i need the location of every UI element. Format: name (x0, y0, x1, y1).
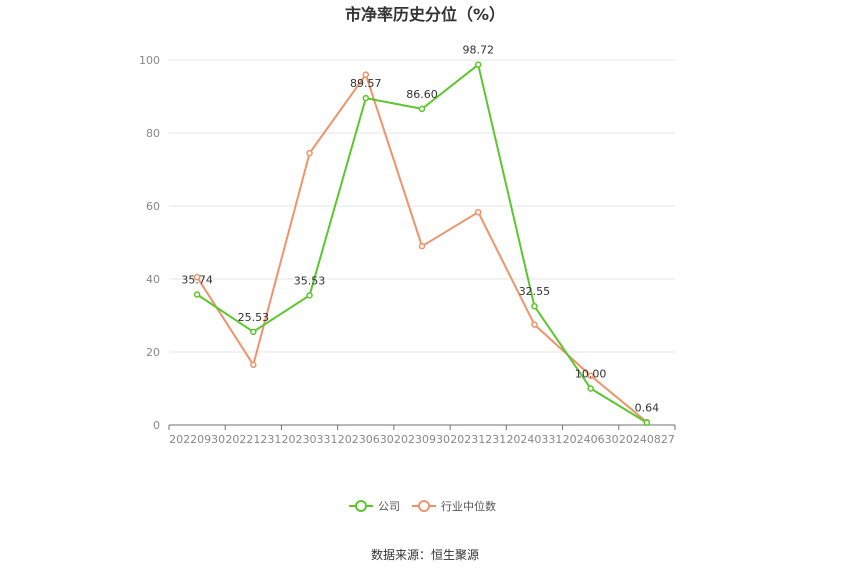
x-tick-label: 20240331 (506, 433, 562, 446)
legend-label: 公司 (378, 500, 400, 513)
series-point-0 (418, 105, 426, 113)
series-point-1 (306, 149, 313, 157)
x-tick-label: 20220930 (169, 433, 225, 446)
y-tick-label: 100 (139, 54, 160, 67)
x-tick-label: 20221231 (225, 433, 281, 446)
series-point-0 (531, 302, 538, 310)
y-tick-label: 60 (146, 200, 160, 213)
series-point-0 (250, 328, 257, 336)
x-tick-label: 20230930 (394, 433, 450, 446)
legend-label: 行业中位数 (441, 499, 496, 513)
series-point-0 (362, 94, 370, 102)
data-label: 35.53 (294, 274, 326, 287)
y-tick-label: 0 (153, 419, 160, 432)
data-label: 35.74 (181, 274, 213, 287)
data-label: 89.57 (350, 77, 382, 90)
data-label: 98.72 (462, 44, 494, 57)
series-point-0 (587, 385, 594, 392)
y-tick-label: 40 (146, 273, 160, 286)
legend-swatch-marker (418, 500, 430, 512)
source-note: 数据来源：恒生聚源 (371, 547, 479, 562)
series-point-0 (306, 292, 313, 299)
legend-item-1[interactable]: 行业中位数 (412, 499, 496, 513)
x-tick-label: 20240630 (563, 433, 619, 446)
y-tick-label: 20 (146, 346, 160, 359)
data-label: 10.00 (575, 368, 607, 381)
data-labels: 35.74 25.53 35.53 89.57 86.60 98.72 32.55 10.00… (181, 44, 659, 415)
chart-title: 市净率历史分位（%） (345, 5, 505, 24)
x-tick-label: 20231231 (450, 433, 506, 446)
legend[interactable]: 公司 行业中位数 (349, 499, 496, 513)
series-point-1 (193, 273, 201, 281)
x-tick-label: 20230331 (282, 433, 338, 446)
series-point-1 (474, 208, 482, 216)
x-tick-label: 20240827 (619, 433, 675, 446)
series-point-1 (250, 361, 257, 369)
grid (169, 59, 675, 353)
legend-swatch-marker (355, 500, 367, 512)
series (193, 61, 651, 426)
legend-item-0[interactable]: 公司 (349, 500, 400, 513)
series-point-0 (474, 61, 482, 68)
series-point-1 (531, 321, 538, 328)
series-point-1 (418, 242, 426, 250)
data-label: 25.53 (238, 311, 270, 324)
data-label: 32.55 (519, 285, 551, 298)
series-point-1 (587, 372, 594, 379)
x-tick-label: 20230630 (338, 433, 394, 446)
series-point-0 (643, 419, 651, 426)
series-point-1 (362, 71, 370, 78)
y-tick-label: 80 (146, 127, 160, 140)
data-label: 0.64 (635, 402, 660, 415)
series-point-0 (193, 291, 201, 298)
data-label: 86.60 (406, 88, 438, 101)
